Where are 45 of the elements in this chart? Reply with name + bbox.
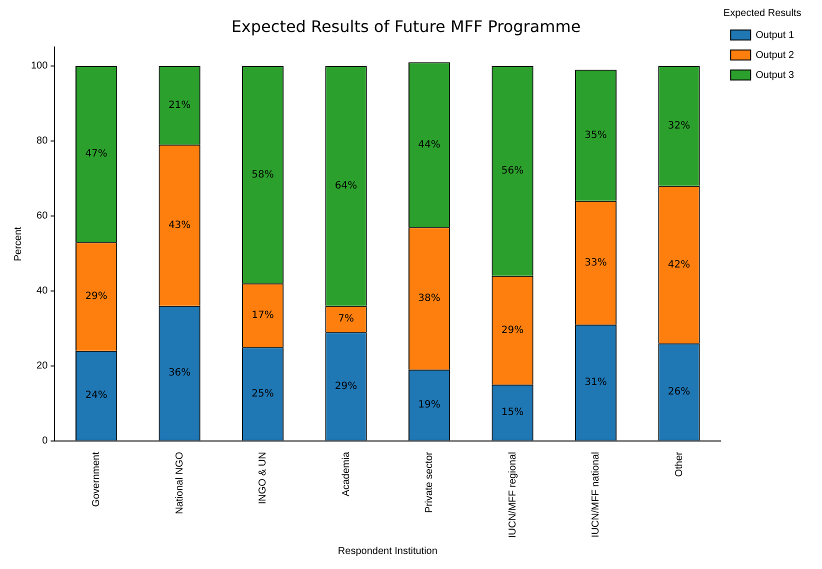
x-tick-label: INGO & UN xyxy=(258,452,269,504)
data-label: 64% xyxy=(334,180,358,192)
data-label: 35% xyxy=(584,130,607,141)
y-tick-label: 100 xyxy=(30,60,48,72)
y-tick-label: 0 xyxy=(42,436,48,447)
x-tick-label: Other xyxy=(674,451,685,477)
data-label: 47% xyxy=(85,148,108,160)
legend-label: Output 3 xyxy=(756,70,794,81)
data-label: 26% xyxy=(668,386,690,398)
x-tick-label: Government xyxy=(91,452,102,507)
data-label: 25% xyxy=(252,388,274,400)
data-label: 32% xyxy=(668,120,690,132)
y-tick-label: 80 xyxy=(36,136,48,147)
y-axis-title: Percent xyxy=(12,226,24,262)
legend-label: Output 1 xyxy=(756,30,794,41)
data-label: 17% xyxy=(252,310,274,321)
data-label: 29% xyxy=(85,291,108,302)
data-label: 31% xyxy=(584,377,607,388)
data-label: 24% xyxy=(85,390,108,402)
data-label: 58% xyxy=(252,169,274,180)
x-tick-label: IUCN/MFF national xyxy=(590,452,602,538)
x-tick-label: National NGO xyxy=(174,452,186,514)
data-label: 36% xyxy=(168,368,191,379)
y-tick-label: 20 xyxy=(36,360,48,372)
data-label: 43% xyxy=(168,220,191,231)
data-label: 33% xyxy=(584,257,607,268)
data-label: 15% xyxy=(501,407,524,418)
data-label: 21% xyxy=(168,100,191,111)
y-tick-label: 60 xyxy=(36,210,48,222)
data-label: 56% xyxy=(501,166,524,177)
legend-title: Expected Results xyxy=(723,8,802,19)
data-label: 19% xyxy=(418,400,440,411)
legend-label: Output 2 xyxy=(756,50,794,61)
x-axis-title: Respondent Institution xyxy=(338,546,438,557)
data-label: 38% xyxy=(418,292,440,304)
data-label: 29% xyxy=(501,324,524,336)
data-label: 42% xyxy=(668,259,690,270)
x-tick-label: Academia xyxy=(340,451,352,496)
x-tick-label: IUCN/MFF regional xyxy=(507,452,518,538)
data-label: 7% xyxy=(338,314,354,325)
data-label: 29% xyxy=(334,380,358,392)
data-label: 44% xyxy=(418,139,440,150)
x-tick-label: Private sector xyxy=(424,451,436,514)
y-tick-label: 40 xyxy=(36,286,48,297)
chart-title: Expected Results of Future MFF Programme xyxy=(231,16,581,36)
